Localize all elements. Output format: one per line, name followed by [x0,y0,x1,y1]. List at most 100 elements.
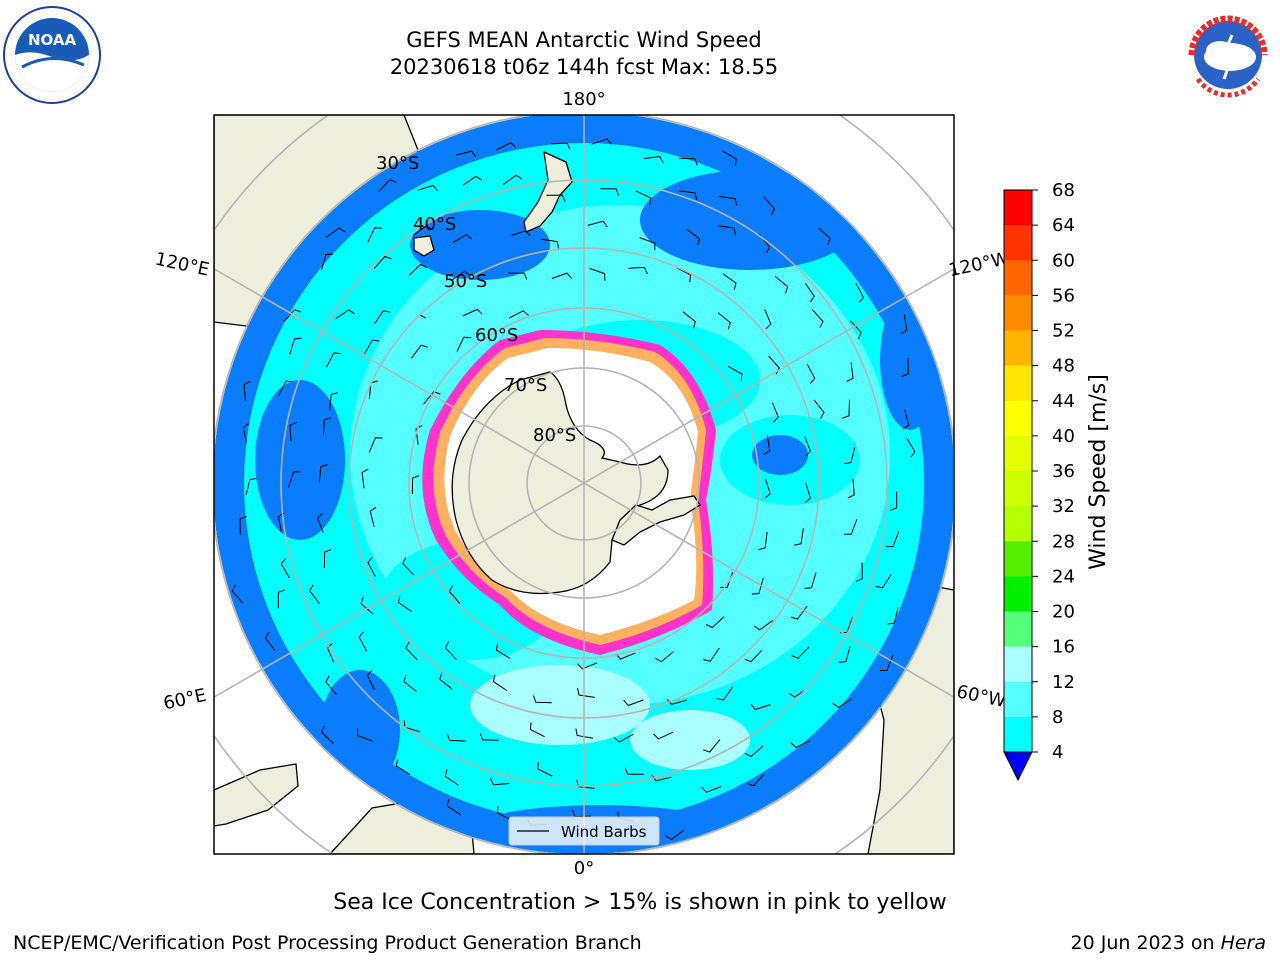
wind-barb [635,190,651,205]
wind-barb [551,142,571,150]
wind-barb [289,421,297,442]
lat-label-60: 60°S [475,325,518,346]
wind-barb [790,740,811,748]
wind-barb [395,759,411,775]
wind-barb [716,686,734,701]
tasmania-landmass [413,235,435,257]
wind-barb [369,506,377,527]
colorbar-extend-arrow [1003,751,1033,782]
wind-barb [702,739,721,753]
wind-barb [495,643,511,659]
wind-barb [813,399,825,419]
wind-barb [902,409,910,430]
wind-barb [231,584,244,604]
wind-barb [705,616,725,629]
wind-barb [753,619,774,631]
colorbar-tick-label: 64 [1052,215,1075,236]
wind-barb [245,478,257,496]
wind-barb [411,475,420,495]
wind-barb [794,527,804,546]
wind-barb [496,142,517,151]
lat-label-40: 40°S [413,214,456,235]
wind-barb [502,174,523,186]
wind-barb [751,577,764,595]
wind-barb [378,179,397,192]
wind-barb [368,437,383,453]
wind-barb [367,556,376,577]
wind-barb [577,662,598,670]
wind-barb [804,436,812,457]
wind-barb [886,531,900,548]
colorbar-tick-label: 20 [1052,602,1075,623]
wind-barb [450,270,471,282]
colorbar-segment [1004,471,1032,507]
colorbar-tick-label: 40 [1052,426,1075,447]
wind-barb [360,596,374,615]
latitude-labels: 30°S 40°S 50°S 60°S 70°S 80°S [376,153,576,446]
wind-barb [264,631,276,651]
wind-barb [744,745,764,758]
wind-barb [329,392,339,411]
wind-barb [846,362,854,382]
colorbar-tick-label: 56 [1052,285,1075,306]
graticule [214,115,954,854]
wind-barb [838,646,851,663]
footer-date-text: 20 Jun 2023 on [1070,932,1221,954]
wind-barb [364,339,380,355]
lat-label-70: 70°S [504,375,547,396]
wind-barb [719,195,738,206]
wind-barbs [231,138,916,841]
chart-title-line1: GEFS MEAN Antarctic Wind Speed [406,28,762,52]
colorbar-tick-label: 60 [1052,250,1075,271]
wind-barb [763,196,776,216]
colorbar-tick-label: 4 [1052,742,1063,763]
wind-barb [288,471,301,488]
colorbar-tick-label: 44 [1052,391,1075,412]
colorbar-segment [1004,260,1032,296]
colorbar-label: Wind Speed [m/s] [1086,374,1111,570]
chart-title-line2: 20230618 t06z 144h fcst Max: 18.55 [389,55,779,79]
wind-barb [280,558,290,578]
wind-barb [462,308,483,317]
wind-barb [615,652,636,660]
lon-label-60e: 60°E [162,685,209,715]
colorbar: 68 64 60 56 52 48 44 40 36 32 28 24 20 16 12 8 4 [1003,180,1075,782]
colorbar-segment [1004,400,1032,437]
colorbar-segment [1004,365,1032,402]
national-weather-service-logo [1180,7,1276,103]
wind-barb [727,365,743,382]
wind-barb [366,669,375,690]
lon-label-120e: 120°E [153,249,211,281]
wind-barb [444,769,459,786]
wind-barb [373,310,391,325]
wind-barb [283,309,302,323]
wind-barb [361,468,369,489]
wind-barb [701,786,722,793]
wind-barb [405,641,418,661]
wind-barb [456,336,471,352]
wind-barb [533,695,552,704]
colorbar-segment [1004,611,1032,648]
colorbar-tick-label: 48 [1052,356,1075,377]
wind-barb [717,225,736,235]
wind-barb [844,519,858,535]
wind-barb [403,674,417,692]
colorbar-segment [1004,225,1032,261]
wind-barb [357,728,373,742]
madagascar-landmass [214,763,299,827]
wind-barb [242,422,250,444]
colorbar-tick-label: 36 [1052,461,1075,482]
lat-label-50: 50°S [444,271,487,292]
wind-barb [367,227,382,243]
wind-barb [750,703,771,711]
lon-label-60w: 60°W [955,681,1008,712]
wind-barb [322,417,332,436]
wind-barb [771,402,779,423]
wind-barb [682,311,696,329]
wind-barb [623,699,644,707]
lon-label-120w: 120°W [947,248,1011,281]
wind-barb [321,253,333,271]
wind-barb [529,722,545,738]
lon-label-0: 0° [574,858,594,879]
colorbar-segment [1004,576,1032,612]
